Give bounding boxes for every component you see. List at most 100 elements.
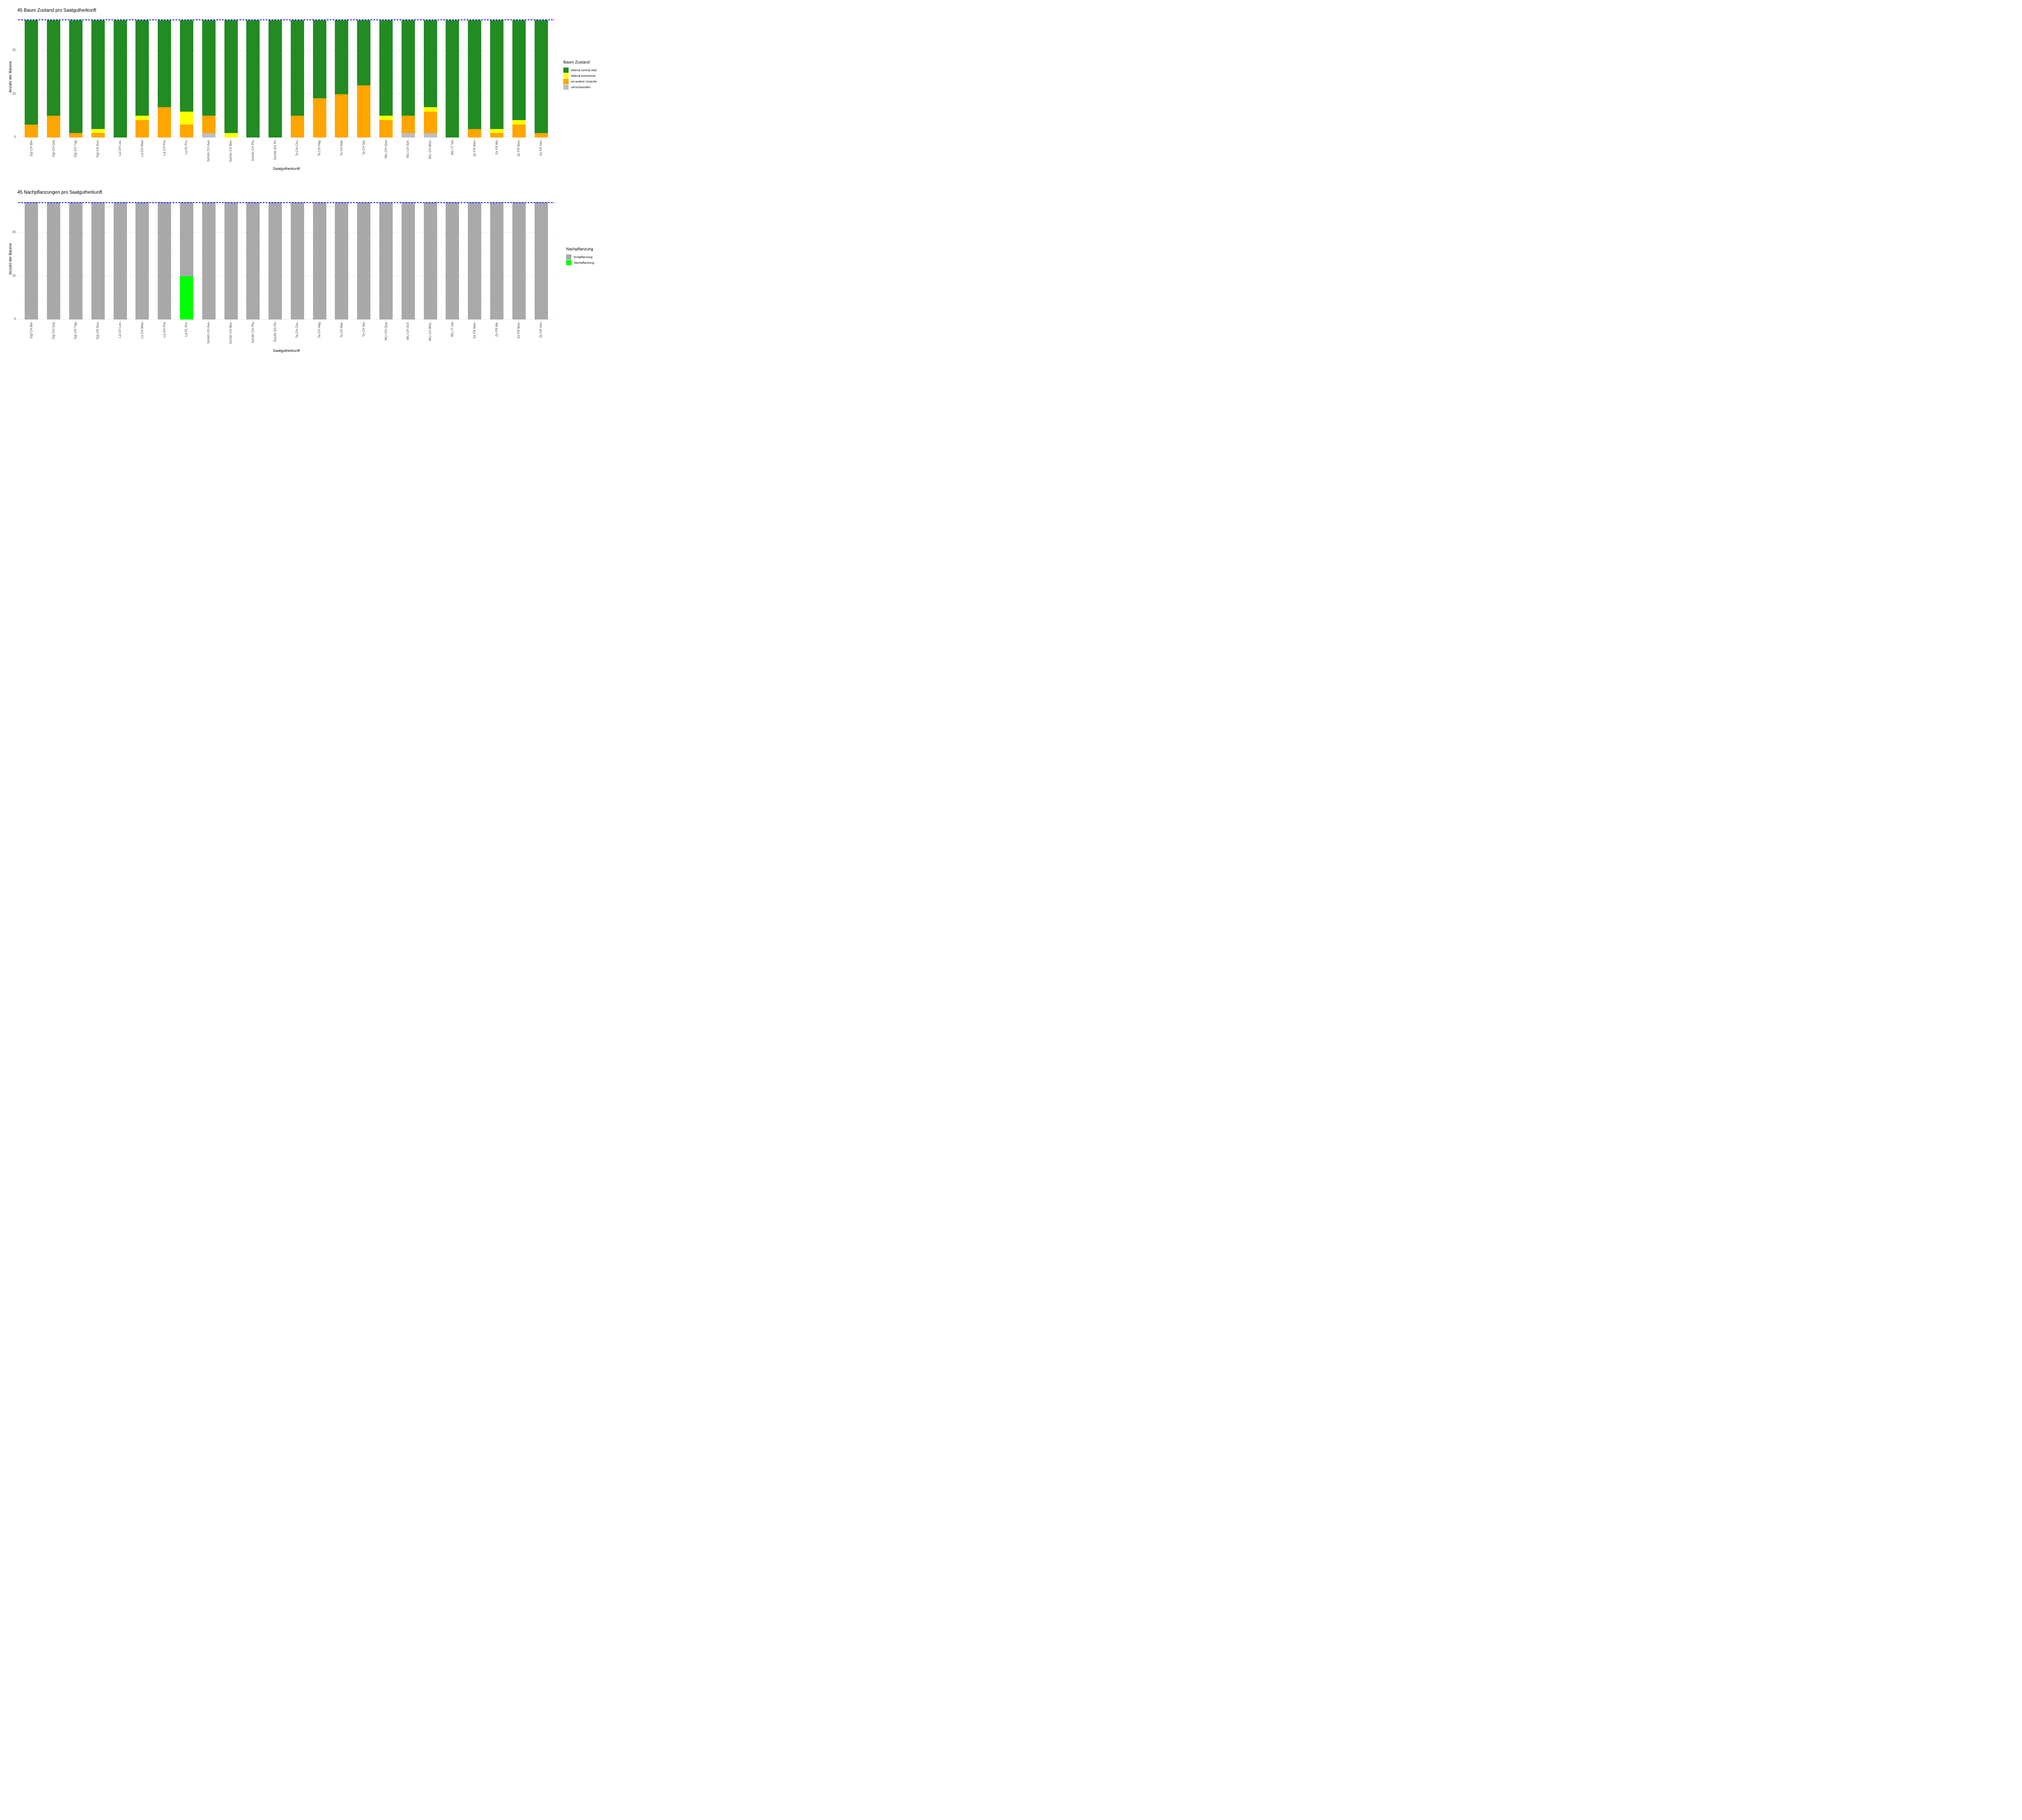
- legend-items: lebend normal vital lebend kümmernd tot an…: [563, 67, 597, 90]
- bar-segment-Erstpflanzung: [512, 202, 526, 320]
- bar-segment-lebend-normal-vital: [135, 20, 149, 116]
- bar-segment-Erstpflanzung: [313, 202, 326, 320]
- x-tick-mark: [297, 320, 298, 322]
- x-tick-mark: [452, 138, 453, 140]
- x-tick-mark: [164, 320, 165, 322]
- bar-segment-Erstpflanzung: [401, 202, 415, 320]
- x-tick-mark: [186, 138, 187, 140]
- x-tick-label-text: Dgl US Sno: [96, 322, 100, 339]
- bar-segment-lebend-normal-vital: [47, 20, 61, 116]
- legend-item: lebend kümmernd: [563, 73, 597, 78]
- bar-segment-lebend-normal-vital: [246, 20, 260, 138]
- gridline-major: [18, 50, 554, 51]
- bar-segment-Erstpflanzung: [158, 202, 171, 320]
- bar-segment-tot-andere-Ursache: [91, 133, 105, 138]
- bar-segment-tot-andere-Ursache: [135, 120, 149, 138]
- x-tick-label-text: Lä CH Mad: [140, 322, 144, 339]
- bar-segment-Erstpflanzung: [69, 202, 82, 320]
- x-tick-mark: [474, 320, 475, 322]
- bar-segment-Erstpflanzung: [25, 202, 38, 320]
- y-tick-label: 0: [14, 135, 16, 139]
- legend-key-swatch: [563, 78, 569, 84]
- plot-panel: [18, 16, 554, 138]
- x-tick-mark: [164, 138, 165, 140]
- bar-segment-lebend-normal-vital: [269, 20, 282, 138]
- legend-label: lebend kümmernd: [571, 74, 596, 78]
- reference-line: [18, 19, 554, 21]
- bar-segment-lebend-kümmernd: [512, 120, 526, 125]
- bar-segment-Erstpflanzung: [379, 202, 393, 320]
- chart-title: 45 Baum Zustand pro Saatgutherkunft: [17, 8, 96, 13]
- bar-segment-Erstpflanzung: [468, 202, 482, 320]
- bar-segment-tot-andere-Ursache: [47, 116, 61, 138]
- legend-key-swatch: [563, 84, 569, 90]
- bar-segment-lebend-normal-vital: [423, 20, 437, 107]
- x-tick-label-text: Dgl CH Grä: [51, 322, 55, 339]
- bar-segment-lebend-normal-vital: [490, 20, 504, 129]
- bar-segment-lebend-normal-vital: [446, 20, 459, 138]
- chart-baum-zustand: 45 Baum Zustand pro Saatgutherkunft Anza…: [0, 0, 607, 364]
- bar-segment-lebend-normal-vital: [512, 20, 526, 121]
- bar-segment-lebend-kümmernd: [490, 129, 504, 133]
- legend-title: Baum Zustand: [563, 60, 590, 65]
- bar-segment-lebend-normal-vital: [202, 20, 216, 116]
- x-tick-mark: [53, 320, 54, 322]
- bar-segment-tot-andere-Ursache: [335, 94, 349, 138]
- x-tick-label-text: Ze FR Mén: [472, 322, 476, 339]
- bar-segment-lebend-normal-vital: [357, 20, 371, 86]
- bar-segment-tot-andere-Ursache: [468, 129, 482, 138]
- bar-segment-verschwunden: [202, 133, 216, 138]
- bar-segment-Erstpflanzung: [180, 202, 193, 276]
- bar-segment-tot-andere-Ursache: [534, 133, 548, 138]
- x-tick-label-text: Dgl CH Täg: [74, 322, 78, 339]
- bar-segment-lebend-normal-vital: [180, 20, 193, 112]
- x-tick-mark: [53, 138, 54, 140]
- x-tick-label-text: SchAh CH Ave: [207, 322, 211, 344]
- bar-segment-lebend-normal-vital: [313, 20, 326, 99]
- x-tick-label-text: Ta CH Mar: [339, 322, 343, 338]
- bar-segment-tot-andere-Ursache: [379, 120, 393, 138]
- x-tick-mark: [452, 320, 453, 322]
- bar-segment-Erstpflanzung: [534, 202, 548, 320]
- gridline-major: [18, 232, 554, 233]
- bar-segment-tot-andere-Ursache: [180, 124, 193, 138]
- reference-line: [18, 202, 554, 203]
- bar-segment-tot-andere-Ursache: [313, 98, 326, 138]
- legend-item: tot andere Ursache: [563, 78, 597, 84]
- bar-segment-verschwunden: [401, 133, 415, 138]
- bar-segment-Erstpflanzung: [335, 202, 349, 320]
- bar-segment-verschwunden: [423, 133, 437, 138]
- gridline-minor: [18, 115, 554, 116]
- y-tick-label: 0: [14, 317, 16, 321]
- x-tick-label-text: WLi CH Qua: [384, 322, 388, 341]
- bar-segment-lebend-normal-vital: [25, 20, 38, 125]
- bar-segment-lebend-kümmernd: [91, 129, 105, 133]
- bar-segment-lebend-normal-vital: [113, 20, 127, 138]
- bar-segment-lebend-normal-vital: [158, 20, 171, 107]
- bar-segment-Erstpflanzung: [113, 202, 127, 320]
- bar-segment-lebend-normal-vital: [379, 20, 393, 116]
- x-tick-label-text: Dgl CH Bie: [29, 322, 33, 339]
- x-tick-label-text: Ta CH Häg: [317, 322, 321, 339]
- legend-label: tot andere Ursache: [571, 79, 597, 83]
- x-tick-label-text: Ze FR Mon: [517, 322, 521, 339]
- bar-segment-lebend-normal-vital: [335, 20, 349, 94]
- bar-segment-tot-andere-Ursache: [357, 85, 371, 138]
- bar-segment-lebend-normal-vital: [69, 20, 82, 133]
- bar-segment-tot-andere-Ursache: [423, 111, 437, 133]
- legend: Nachpflanzung Erstpflanzung Nachpflanzung: [566, 247, 594, 265]
- x-tick-label-text: Lä CH Leu: [118, 322, 122, 338]
- x-tick-label-text: Lä CH Pra: [162, 322, 166, 338]
- bar-segment-Erstpflanzung: [246, 202, 260, 320]
- x-tick-mark: [297, 138, 298, 140]
- legend-item: Nachpflanzung: [566, 260, 594, 265]
- legend-item: lebend normal vital: [563, 67, 597, 73]
- x-tick-label-text: SchAh CH Pla: [251, 322, 255, 343]
- gridline-minor: [18, 297, 554, 298]
- gridline-major: [18, 137, 554, 138]
- figure: 45 Baum Zustand pro Saatgutherkunft Anza…: [0, 0, 607, 364]
- x-tick-mark: [341, 320, 342, 322]
- x-tick-label-text: WLi CH Wün: [428, 322, 432, 341]
- bar-segment-lebend-kümmernd: [379, 116, 393, 121]
- y-tick-label: 20: [12, 230, 16, 234]
